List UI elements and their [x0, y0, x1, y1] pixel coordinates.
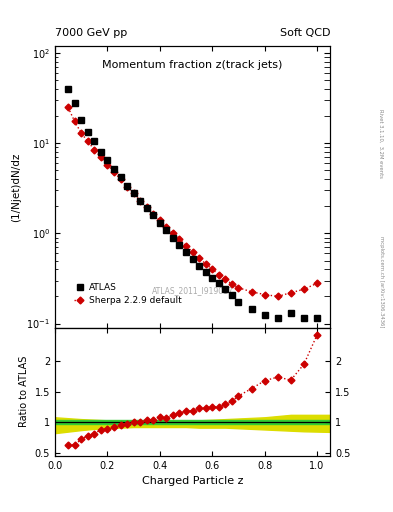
Sherpa 2.2.9 default [262, 291, 267, 297]
Sherpa 2.2.9 default [190, 249, 195, 255]
Sherpa 2.2.9 default [138, 198, 143, 204]
Text: Momentum fraction z(track jets): Momentum fraction z(track jets) [103, 60, 283, 70]
Sherpa 2.2.9 default [131, 190, 136, 196]
ATLAS [151, 212, 156, 218]
Sherpa 2.2.9 default [72, 118, 77, 124]
Sherpa 2.2.9 default [315, 280, 320, 286]
ATLAS [92, 138, 97, 144]
Sherpa 2.2.9 default [171, 230, 175, 237]
Y-axis label: Ratio to ATLAS: Ratio to ATLAS [19, 356, 29, 428]
Line: ATLAS: ATLAS [65, 86, 320, 321]
ATLAS [131, 190, 136, 196]
ATLAS [105, 157, 110, 163]
Sherpa 2.2.9 default [112, 169, 116, 175]
Sherpa 2.2.9 default [125, 184, 129, 190]
ATLAS [262, 312, 267, 318]
ATLAS [230, 292, 234, 298]
X-axis label: Charged Particle z: Charged Particle z [142, 476, 243, 486]
ATLAS [275, 315, 280, 321]
ATLAS [190, 256, 195, 262]
ATLAS [249, 306, 254, 312]
ATLAS [315, 315, 320, 321]
Sherpa 2.2.9 default [236, 285, 241, 291]
Sherpa 2.2.9 default [118, 176, 123, 182]
Sherpa 2.2.9 default [210, 266, 215, 272]
Sherpa 2.2.9 default [301, 286, 306, 292]
Sherpa 2.2.9 default [249, 289, 254, 295]
ATLAS [184, 249, 188, 255]
Sherpa 2.2.9 default [105, 162, 110, 168]
Text: Rivet 3.1.10,  3.2M events: Rivet 3.1.10, 3.2M events [379, 109, 384, 178]
Sherpa 2.2.9 default [92, 146, 97, 153]
Text: ATLAS_2011_I919017: ATLAS_2011_I919017 [152, 287, 233, 295]
Sherpa 2.2.9 default [184, 243, 188, 249]
Sherpa 2.2.9 default [151, 211, 156, 217]
Sherpa 2.2.9 default [288, 290, 293, 296]
Text: Soft QCD: Soft QCD [280, 28, 330, 38]
Sherpa 2.2.9 default [177, 236, 182, 242]
Sherpa 2.2.9 default [66, 104, 70, 111]
ATLAS [203, 269, 208, 275]
Line: Sherpa 2.2.9 default: Sherpa 2.2.9 default [66, 105, 320, 299]
Sherpa 2.2.9 default [85, 138, 90, 144]
ATLAS [72, 100, 77, 106]
ATLAS [66, 86, 70, 92]
ATLAS [125, 182, 129, 188]
Sherpa 2.2.9 default [144, 204, 149, 210]
ATLAS [197, 263, 202, 269]
ATLAS [223, 286, 228, 292]
Sherpa 2.2.9 default [230, 281, 234, 287]
ATLAS [99, 149, 103, 155]
Text: 7000 GeV pp: 7000 GeV pp [55, 28, 127, 38]
Sherpa 2.2.9 default [79, 130, 84, 136]
ATLAS [217, 280, 221, 286]
ATLAS [236, 298, 241, 305]
Sherpa 2.2.9 default [223, 276, 228, 282]
ATLAS [138, 198, 143, 204]
Sherpa 2.2.9 default [275, 293, 280, 300]
ATLAS [118, 174, 123, 180]
Sherpa 2.2.9 default [158, 217, 162, 223]
Sherpa 2.2.9 default [203, 261, 208, 267]
ATLAS [158, 220, 162, 226]
ATLAS [210, 275, 215, 281]
Sherpa 2.2.9 default [99, 154, 103, 160]
ATLAS [177, 242, 182, 248]
ATLAS [288, 310, 293, 316]
ATLAS [171, 234, 175, 241]
ATLAS [79, 117, 84, 123]
ATLAS [301, 315, 306, 321]
Sherpa 2.2.9 default [197, 255, 202, 261]
ATLAS [112, 166, 116, 172]
Y-axis label: (1/Njet)dN/dz: (1/Njet)dN/dz [11, 152, 21, 222]
ATLAS [144, 205, 149, 211]
Sherpa 2.2.9 default [164, 224, 169, 230]
ATLAS [85, 129, 90, 135]
Legend: ATLAS, Sherpa 2.2.9 default: ATLAS, Sherpa 2.2.9 default [70, 280, 185, 309]
Sherpa 2.2.9 default [217, 271, 221, 278]
ATLAS [164, 227, 169, 233]
Text: mcplots.cern.ch [arXiv:1306.3436]: mcplots.cern.ch [arXiv:1306.3436] [379, 236, 384, 327]
